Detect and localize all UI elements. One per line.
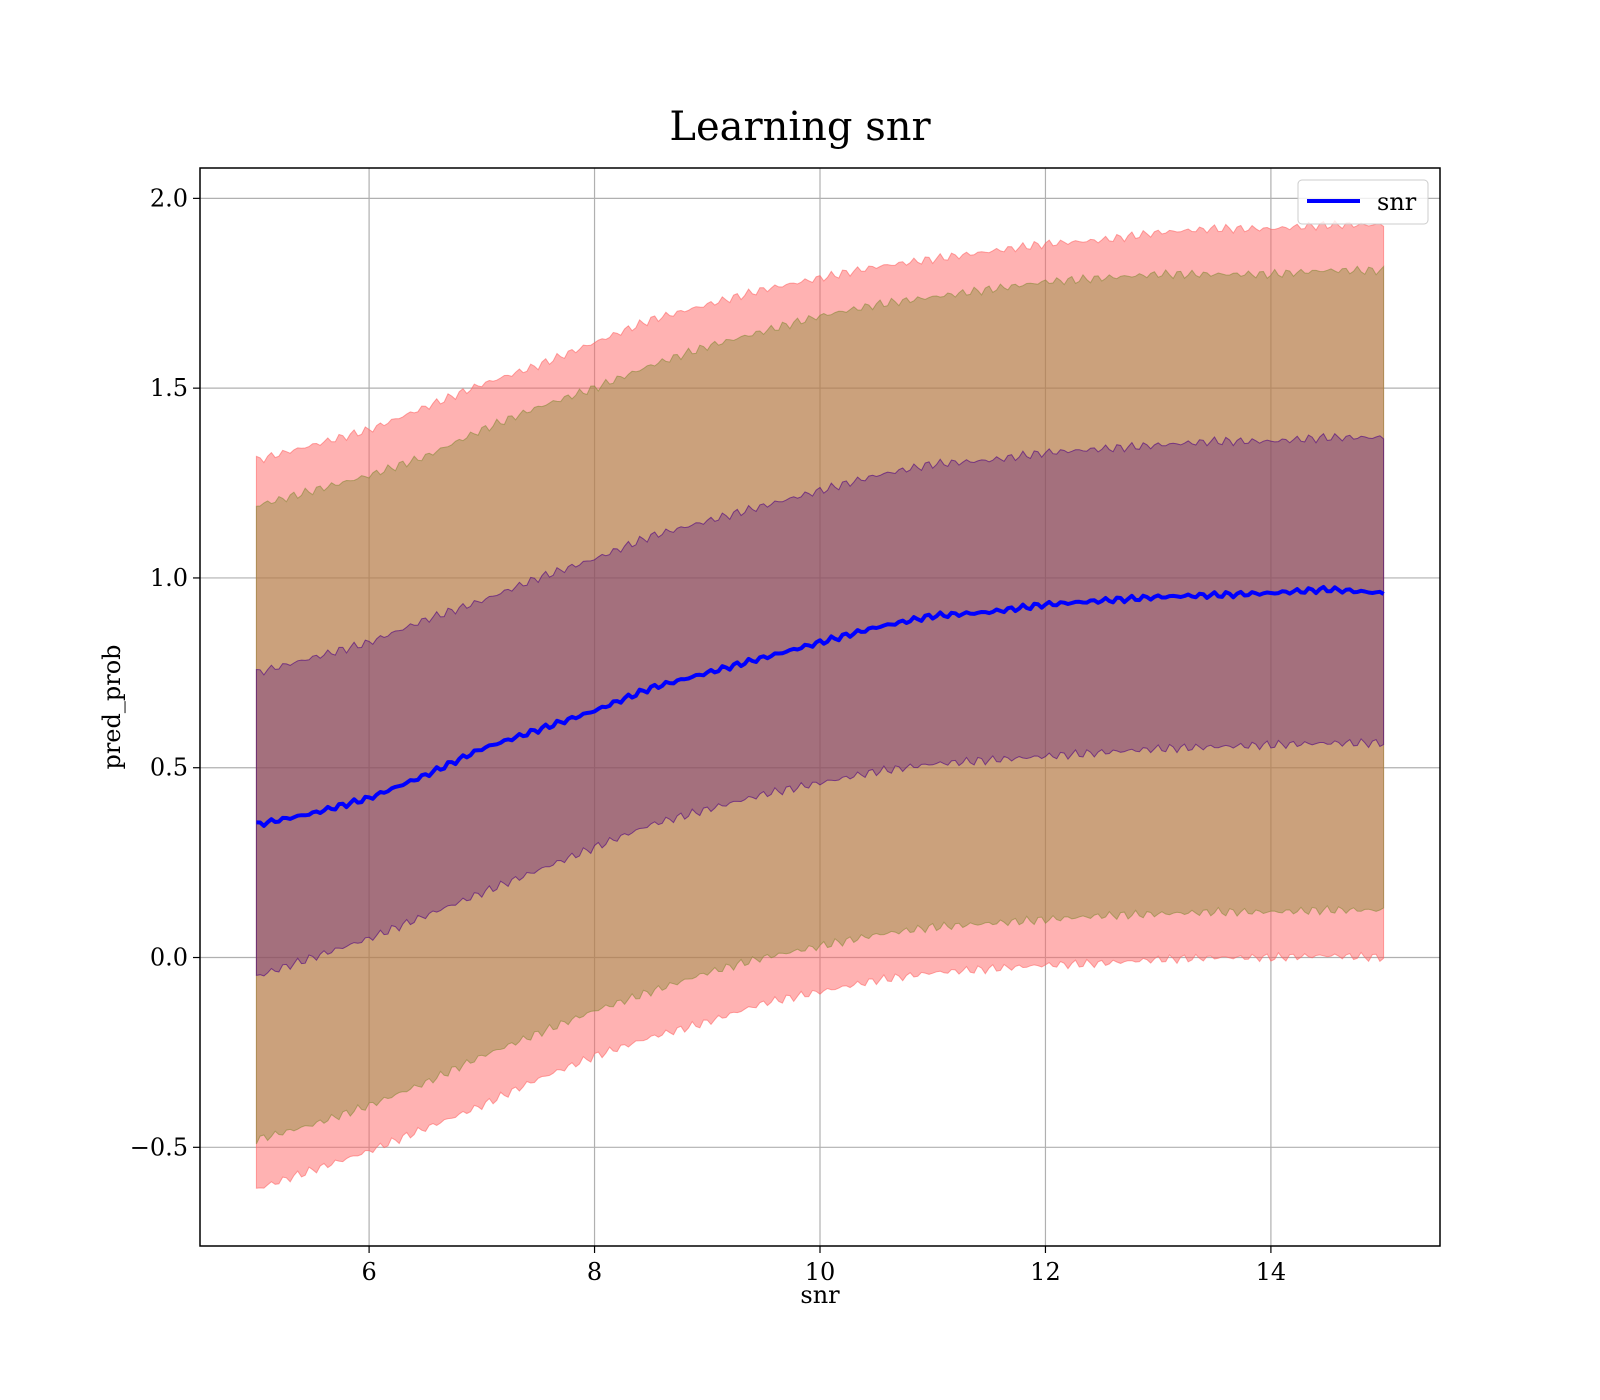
- x-tick-label: 12: [1030, 1258, 1061, 1286]
- plot-area: [199, 167, 1441, 1247]
- y-tick-label: 1.0: [150, 564, 188, 592]
- x-axis-label: snr: [800, 1281, 840, 1309]
- confidence-band-1: [255, 265, 1385, 1145]
- y-tick-label: 0.0: [150, 944, 188, 972]
- legend-box: [1297, 179, 1429, 225]
- confidence-band-2: [255, 432, 1385, 977]
- x-axis: 6 8 10 12 14: [361, 1246, 1286, 1286]
- y-axis: −0.5 0.0 0.5 1.0 1.5 2.0: [130, 184, 200, 1161]
- y-tick-label: 0.5: [150, 754, 188, 782]
- x-tick-label: 10: [805, 1258, 836, 1286]
- x-tick-label: 8: [587, 1258, 602, 1286]
- x-tick-label: 6: [361, 1258, 376, 1286]
- y-axis-label: pred_prob: [98, 644, 126, 769]
- y-tick-label: 1.5: [150, 374, 188, 402]
- legend-label: snr: [1377, 188, 1417, 216]
- series-line-snr: [256, 584, 1385, 828]
- confidence-band-0: [255, 219, 1385, 1189]
- chart-title: Learning snr: [669, 104, 931, 150]
- series-lines: [256, 584, 1385, 828]
- legend: snr: [1297, 179, 1429, 225]
- x-tick-label: 14: [1256, 1258, 1287, 1286]
- confidence-bands: [255, 219, 1385, 1189]
- y-tick-label: −0.5: [130, 1133, 188, 1161]
- y-tick-label: 2.0: [150, 184, 188, 212]
